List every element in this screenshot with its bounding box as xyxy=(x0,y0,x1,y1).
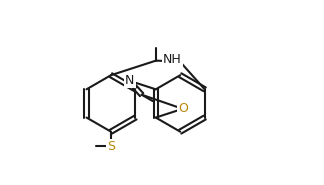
Text: S: S xyxy=(107,140,115,153)
Text: O: O xyxy=(179,102,189,115)
Text: NH: NH xyxy=(163,53,182,66)
Text: N: N xyxy=(125,74,134,87)
